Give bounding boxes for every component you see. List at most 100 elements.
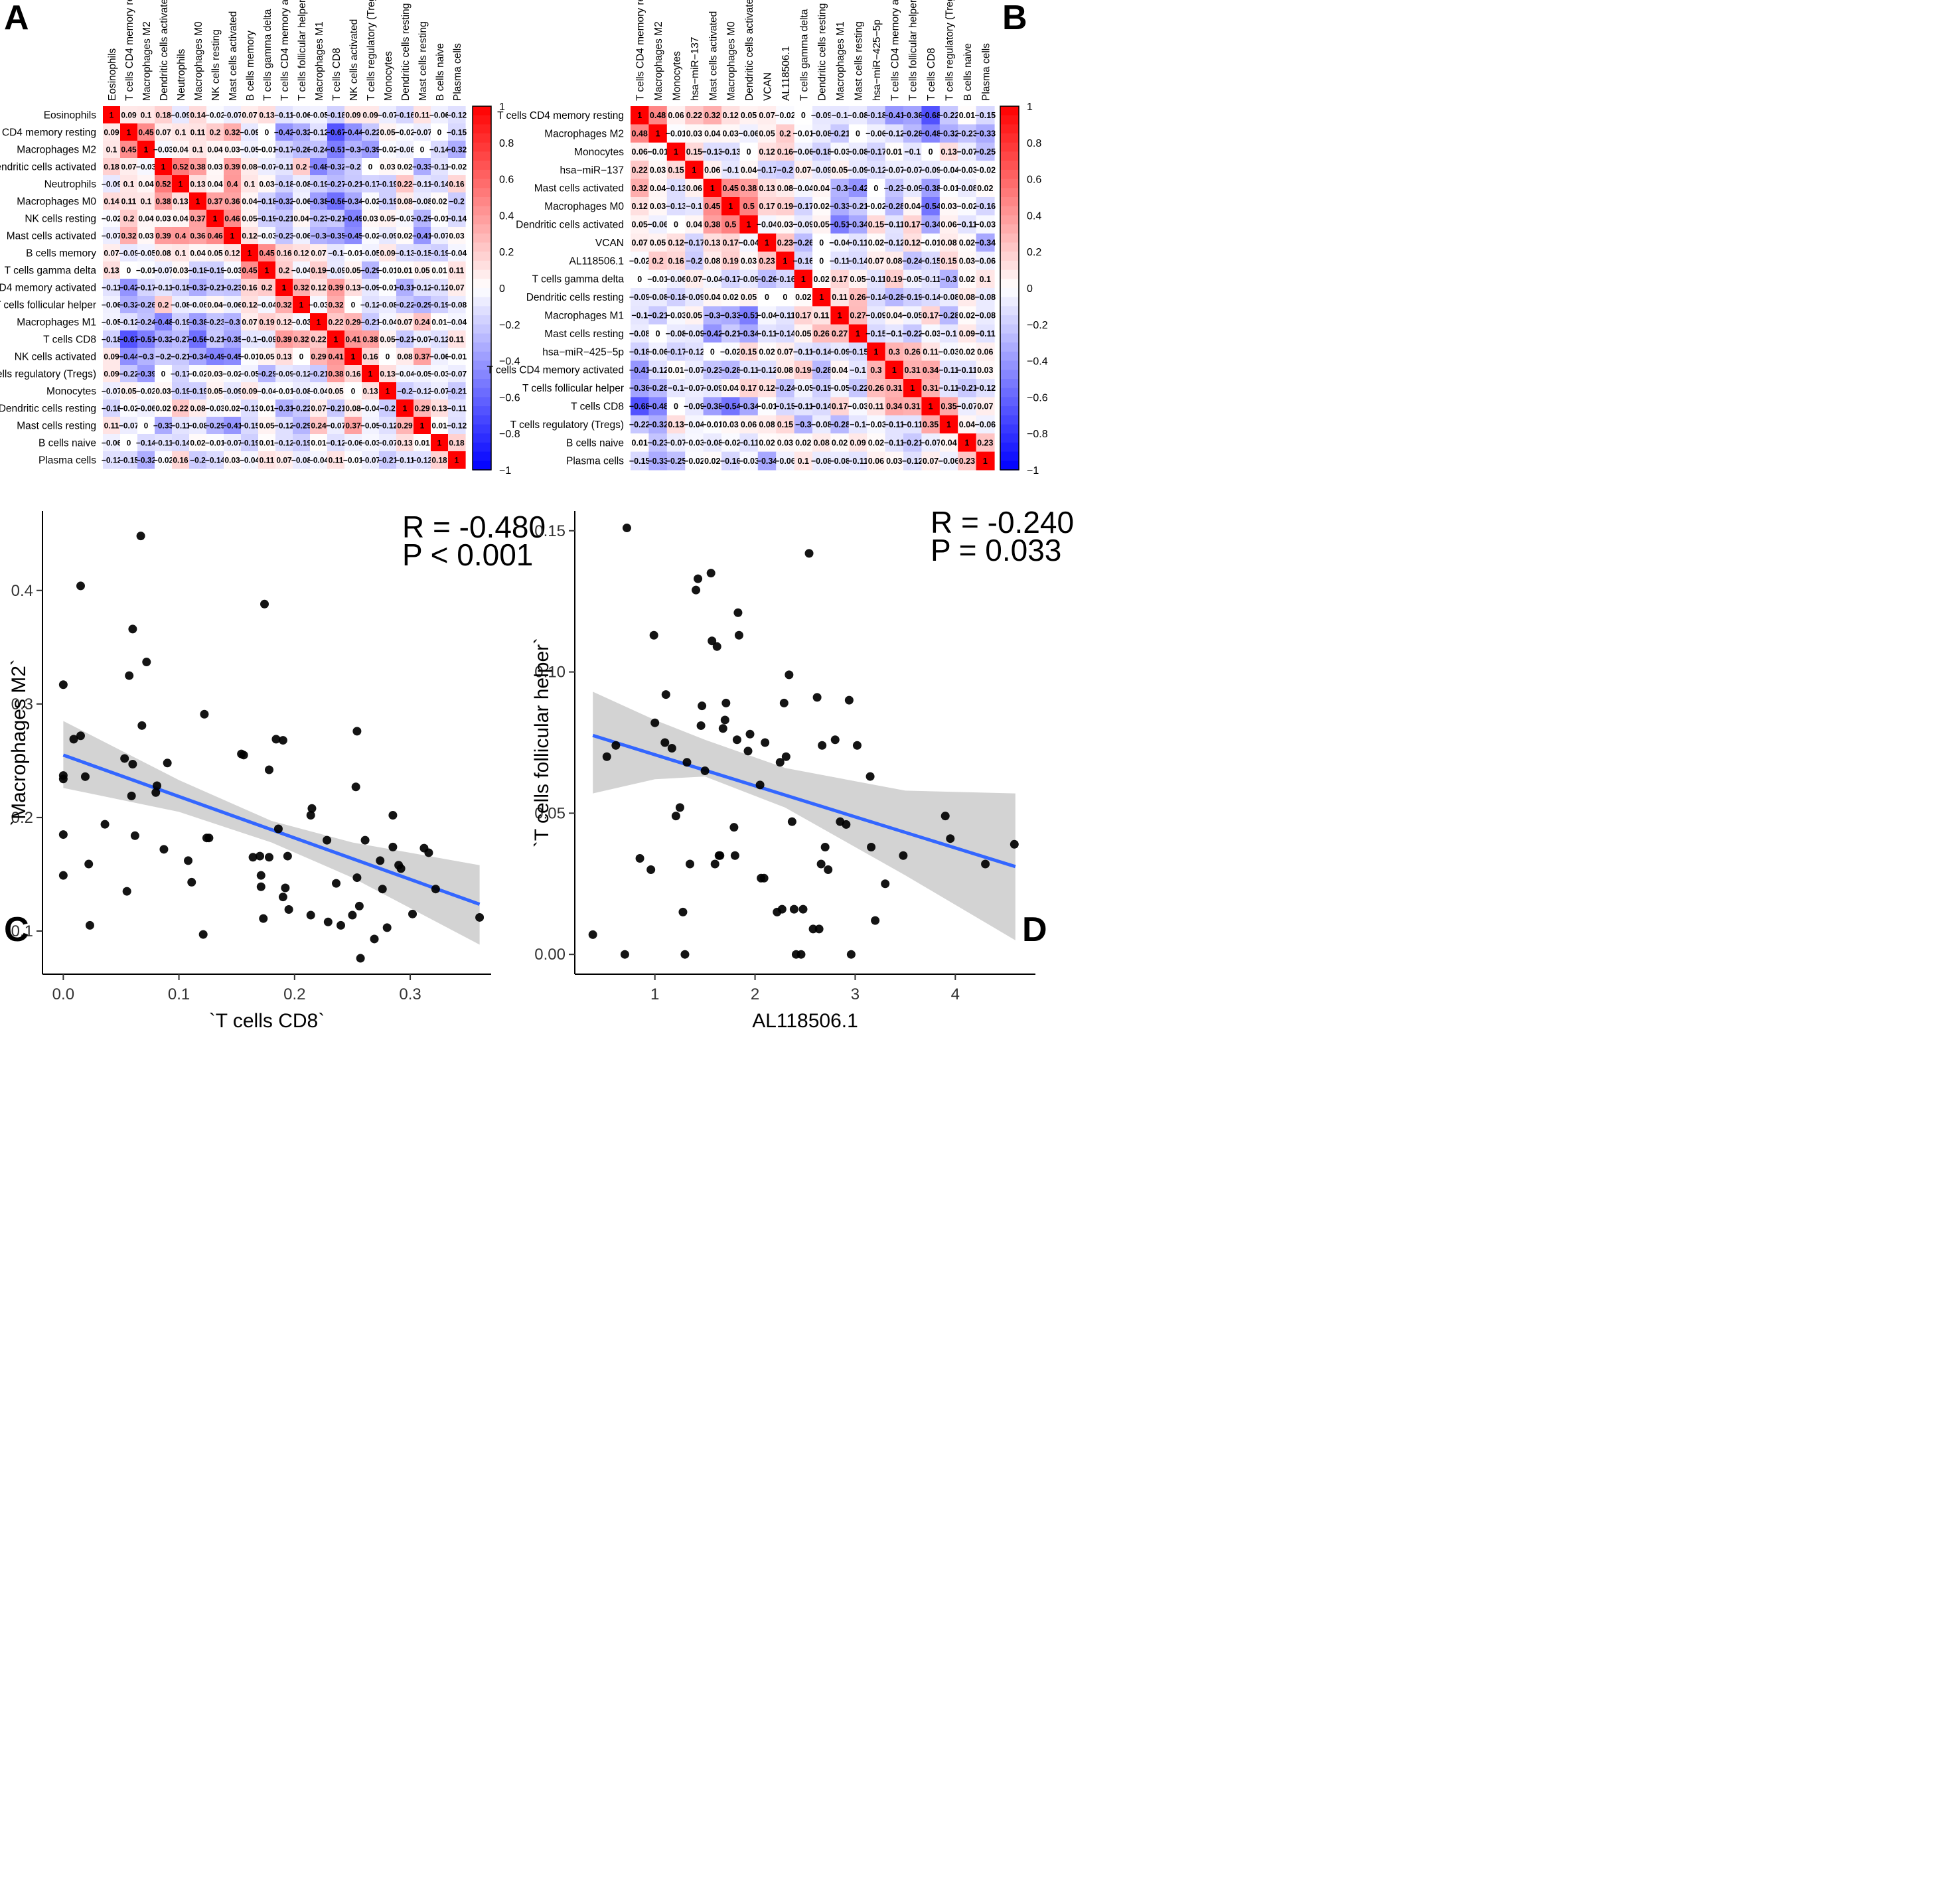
heatmap-cell: [685, 124, 704, 143]
heatmap-cell-value: 0.26: [905, 347, 921, 356]
heatmap-cell: [103, 330, 121, 348]
colorbar-segment: [1000, 124, 1019, 134]
heatmap-cell: [903, 288, 922, 307]
heatmap-cell-value: −0.67: [326, 127, 346, 137]
heatmap-cell-value: −0.21: [309, 369, 329, 378]
heatmap-cell-value: 0.02: [190, 438, 206, 447]
heatmap-cell-value: −0.06: [666, 275, 687, 284]
heatmap-cell: [903, 179, 922, 198]
colorbar-segment: [473, 115, 491, 125]
heatmap-row-label: VCAN: [595, 238, 624, 249]
heatmap-cell-value: −0.03: [257, 231, 277, 240]
heatmap-cell-value: −0.05: [360, 421, 381, 430]
heatmap-cell: [631, 324, 649, 343]
heatmap-cell-value: 0.17: [759, 202, 775, 211]
heatmap-cell: [275, 261, 293, 279]
colorbar-segment: [473, 179, 491, 189]
data-point: [256, 851, 265, 861]
heatmap-cell: [379, 417, 397, 435]
heatmap-cell: [258, 417, 276, 435]
heatmap-cell: [275, 434, 293, 452]
heatmap-cell-value: −0.29: [257, 369, 277, 378]
heatmap-cell: [344, 382, 362, 400]
data-point: [58, 871, 68, 880]
heatmap-cell: [666, 288, 686, 307]
heatmap-cell-value: 0.05: [328, 386, 344, 396]
data-point: [332, 879, 341, 888]
colorbar-tick-label: 1: [1027, 102, 1033, 113]
heatmap-cell: [414, 192, 431, 210]
heatmap-cell: [293, 192, 311, 210]
heatmap-cell-value: −0.22: [291, 403, 312, 413]
heatmap-cell: [812, 324, 831, 343]
heatmap-cell: [103, 279, 121, 297]
heatmap-col-label: Plasma cells: [452, 43, 463, 101]
colorbar-tick-label: 0.4: [499, 210, 514, 222]
heatmap-cell: [885, 324, 904, 343]
heatmap-cell-value: −0.03: [848, 402, 869, 411]
data-point: [698, 701, 707, 711]
heatmap-cell-value: 0.19: [311, 265, 327, 275]
heatmap-cell: [721, 106, 740, 125]
heatmap-cell-value: 0.02: [959, 238, 975, 248]
heatmap-cell: [396, 261, 414, 279]
heatmap-cell-value: −0.19: [309, 179, 329, 188]
heatmap-cell: [848, 379, 867, 398]
heatmap-cell-value: 0: [437, 127, 442, 137]
heatmap-cell: [903, 215, 922, 234]
heatmap-cell: [648, 360, 668, 380]
heatmap-cell: [396, 244, 414, 262]
heatmap-cell: [189, 279, 207, 297]
heatmap-cell-value: −0.04: [291, 265, 312, 275]
heatmap-cell: [757, 142, 777, 161]
heatmap-cell-value: 0.09: [380, 248, 396, 257]
data-point: [273, 824, 283, 833]
heatmap-cell: [396, 313, 414, 331]
heatmap-cell: [448, 123, 466, 141]
data-point: [323, 835, 332, 845]
heatmap-cell-value: 1: [892, 366, 897, 375]
heatmap-cell: [721, 269, 740, 289]
data-point: [408, 909, 417, 918]
heatmap-cell-value: −0.05: [829, 384, 850, 393]
colorbar-tick-label: 1: [499, 102, 505, 113]
heatmap-cell-value: 0.13: [345, 283, 361, 292]
data-point: [818, 741, 827, 750]
data-point: [867, 842, 876, 851]
colorbar-segment: [1000, 106, 1019, 116]
heatmap-cell: [258, 141, 276, 159]
colorbar-segment: [473, 379, 491, 389]
heatmap-cell: [327, 210, 345, 228]
heatmap-cell-value: 0.32: [121, 231, 137, 240]
heatmap-cell-value: −0.28: [829, 420, 850, 429]
heatmap-cell-value: −0.09: [866, 311, 887, 321]
heatmap-cell-value: −0.15: [240, 421, 260, 430]
heatmap-cell-value: 0.17: [832, 402, 848, 411]
heatmap-cell-value: 0.09: [121, 110, 137, 119]
heatmap-cell-value: 0.17: [741, 384, 757, 393]
heatmap-cell: [703, 124, 722, 143]
heatmap-cell-value: −0.02: [188, 369, 208, 378]
heatmap-cell: [155, 158, 173, 176]
heatmap-cell: [757, 124, 777, 143]
heatmap-cell-value: −0.01: [447, 352, 467, 361]
heatmap-cell: [648, 233, 668, 252]
heatmap-cell: [362, 417, 380, 435]
heatmap-cell: [885, 197, 904, 216]
data-point: [1010, 839, 1019, 849]
heatmap-cell-value: −0.32: [274, 196, 295, 206]
heatmap-cell: [344, 210, 362, 228]
heatmap-cell-value: −0.26: [136, 300, 157, 309]
heatmap-cell: [648, 142, 668, 161]
heatmap-cell-value: −0.08: [291, 455, 312, 465]
heatmap-cell-value: −0.13: [395, 248, 415, 257]
heatmap-cell: [189, 451, 207, 469]
heatmap-cell-value: −0.06: [102, 438, 122, 447]
heatmap-cell: [155, 279, 173, 297]
heatmap-cell: [812, 306, 831, 325]
heatmap-cell-value: −0.07: [412, 334, 433, 344]
heatmap-cell: [703, 197, 722, 216]
heatmap-cell-value: 0.02: [431, 196, 447, 206]
heatmap-cell: [120, 313, 138, 331]
